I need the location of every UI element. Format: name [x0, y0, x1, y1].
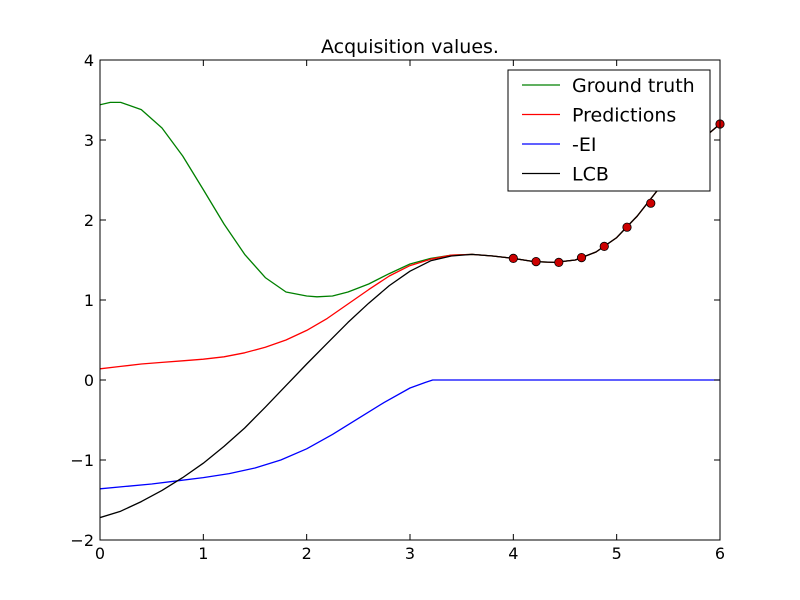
- y-tick-label: 2: [84, 211, 94, 230]
- observation-point: [646, 198, 656, 208]
- x-tick-label: 1: [198, 544, 208, 563]
- observation-point: [599, 241, 609, 251]
- legend-box: [507, 69, 711, 192]
- observation-point: [508, 253, 518, 263]
- axis-ticks: 0 1 2 3 4 5 6 −2 −1 0 1 2 3 4: [70, 51, 725, 563]
- y-tick-label: 3: [84, 131, 94, 150]
- plot-frame: [99, 59, 721, 541]
- observation-point: [576, 253, 587, 263]
- observation-point: [622, 222, 632, 232]
- x-tick-label: 6: [715, 544, 725, 563]
- legend-label: -EI: [572, 134, 596, 156]
- y-tick-label: 4: [84, 51, 94, 70]
- observation-markers: [508, 119, 725, 267]
- y-tick-label: −2: [70, 531, 94, 550]
- y-tick-label: −1: [70, 451, 94, 470]
- legend: Ground truth Predictions -EI LCB: [507, 69, 711, 192]
- x-tick-label: 3: [405, 544, 415, 563]
- x-tick-label: 4: [508, 544, 518, 563]
- series-layer: [100, 101, 720, 519]
- y-tick-label: 1: [84, 291, 94, 310]
- legend-label: LCB: [572, 164, 609, 186]
- y-tick-label: 0: [84, 371, 94, 390]
- observation-point: [531, 256, 541, 267]
- legend-label: Predictions: [572, 105, 676, 127]
- series-line-lcb: [100, 123, 720, 519]
- x-tick-label: 2: [302, 544, 312, 563]
- observation-point: [554, 257, 564, 267]
- x-tick-label: 0: [95, 544, 105, 563]
- legend-label: Ground truth: [572, 75, 695, 97]
- x-tick-label: 5: [612, 544, 622, 563]
- series-line-ei: [100, 379, 720, 490]
- chart-title: Acquisition values.: [321, 36, 499, 58]
